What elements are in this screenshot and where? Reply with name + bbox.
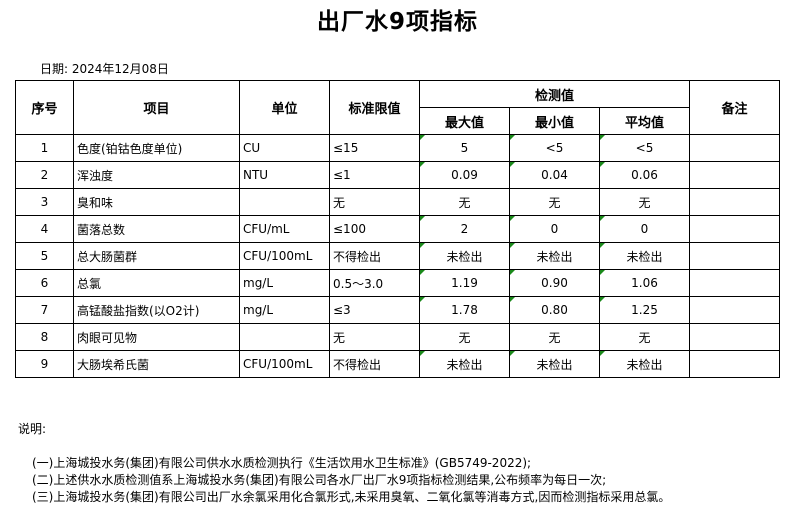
cell-unit: CFU/100mL	[239, 350, 330, 378]
cell-avg: 0	[599, 215, 690, 243]
cell-item: 高锰酸盐指数(以O2计)	[73, 296, 240, 324]
cell-max: 无	[419, 188, 510, 216]
cell-no: 8	[15, 323, 74, 351]
cell-max: 2	[419, 215, 510, 243]
cell-limit: 不得检出	[329, 242, 420, 270]
cell-unit: NTU	[239, 161, 330, 189]
cell-remark	[689, 242, 780, 270]
cell-no: 9	[15, 350, 74, 378]
table-row: 5 总大肠菌群 CFU/100mL 不得检出 未检出 未检出 未检出	[15, 242, 780, 270]
header-unit: 单位	[239, 80, 330, 135]
cell-limit: 0.5～3.0	[329, 269, 420, 297]
notes: 说明: (一)上海城投水务(集团)有限公司供水水质检测执行《生活饮用水卫生标准》…	[18, 421, 670, 506]
cell-remark	[689, 215, 780, 243]
cell-min: 0.04	[509, 161, 600, 189]
cell-avg: 1.25	[599, 296, 690, 324]
cell-avg: 未检出	[599, 350, 690, 378]
cell-min: <5	[509, 134, 600, 162]
cell-remark	[689, 296, 780, 324]
cell-unit: mg/L	[239, 269, 330, 297]
cell-avg: 未检出	[599, 242, 690, 270]
note-item: (二)上述供水水质检测值系上海城投水务(集团)有限公司各水厂出厂水9项指标检测结…	[32, 473, 607, 487]
cell-remark	[689, 161, 780, 189]
cell-max: 5	[419, 134, 510, 162]
note-item: (一)上海城投水务(集团)有限公司供水水质检测执行《生活饮用水卫生标准》(GB5…	[32, 456, 532, 470]
cell-avg: 1.06	[599, 269, 690, 297]
cell-item: 色度(铂钴色度单位)	[73, 134, 240, 162]
page-title: 出厂水9项指标	[316, 9, 478, 35]
cell-min: 0	[509, 215, 600, 243]
cell-limit: ≤1	[329, 161, 420, 189]
cell-max: 未检出	[419, 350, 510, 378]
header-item: 项目	[73, 80, 240, 135]
cell-no: 3	[15, 188, 74, 216]
cell-unit	[239, 188, 330, 216]
cell-limit: ≤100	[329, 215, 420, 243]
cell-limit: ≤15	[329, 134, 420, 162]
cell-no: 4	[15, 215, 74, 243]
cell-max: 未检出	[419, 242, 510, 270]
cell-max: 0.09	[419, 161, 510, 189]
cell-remark	[689, 350, 780, 378]
cell-unit: CFU/mL	[239, 215, 330, 243]
table-row: 4 菌落总数 CFU/mL ≤100 2 0 0	[15, 215, 780, 243]
cell-avg: 无	[599, 323, 690, 351]
table-row: 1 色度(铂钴色度单位) CU ≤15 5 <5 <5	[15, 134, 780, 162]
header-max: 最大值	[419, 107, 510, 135]
header-avg: 平均值	[599, 107, 690, 135]
cell-remark	[689, 188, 780, 216]
table-row: 6 总氯 mg/L 0.5～3.0 1.19 0.90 1.06	[15, 269, 780, 297]
cell-min: 未检出	[509, 242, 600, 270]
notes-label: 说明:	[18, 422, 47, 436]
table-row: 9 大肠埃希氏菌 CFU/100mL 不得检出 未检出 未检出 未检出	[15, 350, 780, 378]
header-limit: 标准限值	[329, 80, 420, 135]
cell-min: 0.80	[509, 296, 600, 324]
cell-no: 2	[15, 161, 74, 189]
cell-no: 7	[15, 296, 74, 324]
cell-limit: 不得检出	[329, 350, 420, 378]
cell-min: 无	[509, 323, 600, 351]
water-quality-table: 序号 项目 单位 标准限值 检测值 备注 最大值 最小值 平均值 1 色度(铂钴色…	[15, 80, 780, 378]
cell-max: 1.78	[419, 296, 510, 324]
header-remark: 备注	[689, 80, 780, 135]
cell-item: 臭和味	[73, 188, 240, 216]
cell-limit: 无	[329, 188, 420, 216]
cell-unit: CFU/100mL	[239, 242, 330, 270]
table-row: 8 肉眼可见物无无无无	[15, 323, 780, 351]
cell-limit: 无	[329, 323, 420, 351]
cell-unit	[239, 323, 330, 351]
cell-no: 5	[15, 242, 74, 270]
cell-no: 1	[15, 134, 74, 162]
cell-remark	[689, 134, 780, 162]
table-row: 3 臭和味无无无无	[15, 188, 780, 216]
report-date: 日期: 2024年12月08日	[40, 62, 169, 76]
cell-item: 菌落总数	[73, 215, 240, 243]
cell-min: 未检出	[509, 350, 600, 378]
cell-remark	[689, 323, 780, 351]
cell-max: 1.19	[419, 269, 510, 297]
cell-item: 总大肠菌群	[73, 242, 240, 270]
cell-unit: CU	[239, 134, 330, 162]
cell-unit: mg/L	[239, 296, 330, 324]
cell-remark	[689, 269, 780, 297]
cell-min: 0.90	[509, 269, 600, 297]
table-row: 7 高锰酸盐指数(以O2计) mg/L ≤3 1.78 0.80 1.25	[15, 296, 780, 324]
table-row: 2 浑浊度 NTU ≤1 0.09 0.04 0.06	[15, 161, 780, 189]
cell-item: 肉眼可见物	[73, 323, 240, 351]
cell-item: 浑浊度	[73, 161, 240, 189]
cell-min: 无	[509, 188, 600, 216]
cell-item: 大肠埃希氏菌	[73, 350, 240, 378]
cell-item: 总氯	[73, 269, 240, 297]
cell-avg: <5	[599, 134, 690, 162]
note-item: (三)上海城投水务(集团)有限公司出厂水余氯采用化合氯形式,未采用臭氧、二氧化氯…	[32, 490, 671, 504]
cell-avg: 无	[599, 188, 690, 216]
header-measured: 检测值	[419, 80, 690, 108]
header-min: 最小值	[509, 107, 600, 135]
cell-no: 6	[15, 269, 74, 297]
cell-max: 无	[419, 323, 510, 351]
cell-limit: ≤3	[329, 296, 420, 324]
cell-avg: 0.06	[599, 161, 690, 189]
header-no: 序号	[15, 80, 74, 135]
